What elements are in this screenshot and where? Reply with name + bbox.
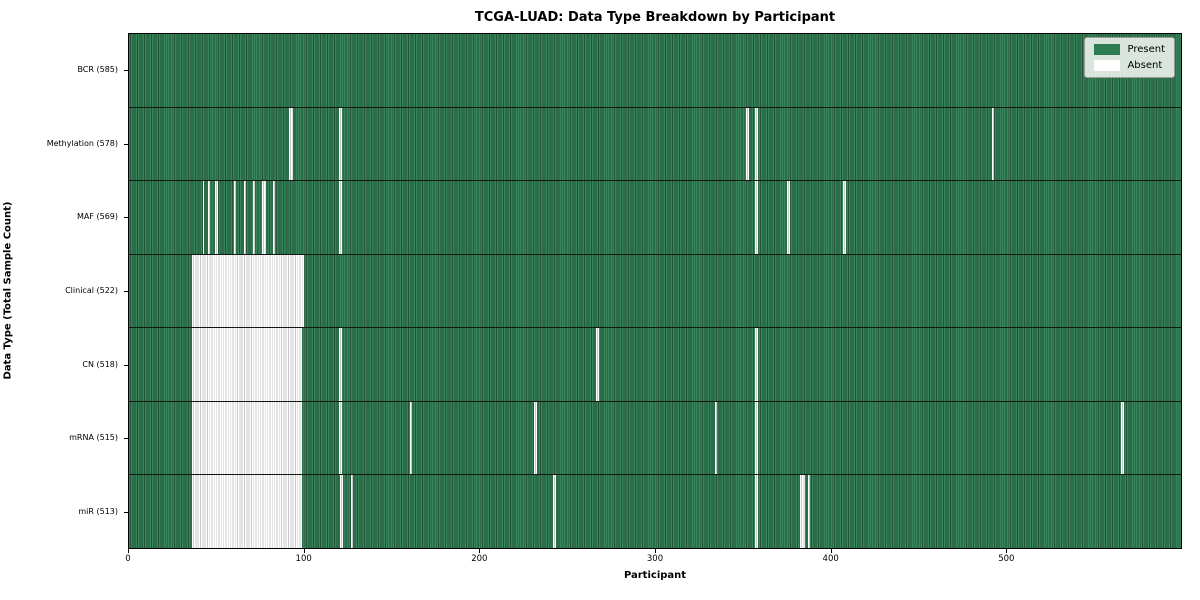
plot-area — [128, 33, 1182, 549]
absent-segment — [339, 328, 343, 401]
x-tick-label: 500 — [998, 554, 1015, 564]
absent-segment — [991, 107, 995, 181]
legend-label-present: Present — [1127, 44, 1165, 55]
absent-segment — [1121, 401, 1124, 475]
heatmap-row-bcr — [129, 34, 1181, 108]
y-tick-label: CN (518) — [82, 359, 118, 369]
absent-segment — [289, 107, 293, 181]
legend: Present Absent — [1084, 37, 1175, 78]
y-tick-label: BCR (585) — [77, 64, 118, 74]
absent-segment — [339, 107, 343, 181]
x-axis-title: Participant — [623, 570, 687, 581]
legend-label-absent: Absent — [1127, 60, 1163, 71]
x-tick-label: 300 — [646, 554, 664, 564]
absent-segment — [192, 254, 305, 328]
absent-segment — [192, 475, 302, 549]
absent-segment — [534, 401, 537, 475]
y-tick-mark — [124, 364, 128, 366]
absent-segment — [754, 328, 758, 401]
x-tick-mark — [1006, 549, 1008, 553]
x-tick-mark — [479, 549, 481, 553]
absent-segment — [754, 107, 758, 181]
heatmap-row-clinical — [129, 254, 1181, 329]
absent-segment — [843, 181, 847, 254]
absent-segment — [596, 328, 599, 401]
absent-segment — [192, 328, 302, 401]
heatmap-row-mrna — [129, 401, 1181, 476]
absent-segment — [272, 181, 276, 254]
heatmap-row-methylation — [129, 107, 1181, 182]
x-tick-mark — [655, 549, 656, 553]
x-tick-mark — [128, 549, 129, 553]
absent-segment — [754, 401, 758, 475]
y-tick-mark — [124, 217, 128, 219]
y-tick-mark — [124, 512, 128, 514]
absent-segment — [409, 401, 413, 475]
absent-segment — [262, 181, 266, 254]
x-tick-mark — [303, 549, 305, 553]
absent-segment — [754, 475, 758, 549]
legend-entry-absent: Absent — [1094, 60, 1165, 71]
x-tick-label: 400 — [822, 554, 839, 564]
y-tick-mark — [124, 291, 128, 292]
absent-segment — [207, 181, 210, 254]
x-tick-label: 100 — [295, 554, 312, 564]
absent-segment — [746, 107, 749, 181]
absent-segment — [214, 181, 218, 254]
absent-swatch — [1094, 60, 1121, 71]
absent-segment — [350, 475, 354, 549]
absent-segment — [787, 181, 790, 254]
absent-segment — [807, 475, 811, 549]
y-tick-mark — [124, 69, 128, 71]
absent-segment — [339, 181, 343, 254]
y-tick-mark — [124, 438, 128, 440]
y-tick-label: MAF (569) — [76, 212, 118, 222]
absent-segment — [192, 401, 302, 475]
chart-title: TCGA-LUAD: Data Type Breakdown by Partic… — [474, 10, 836, 25]
absent-segment — [339, 401, 343, 475]
x-tick-label: 200 — [471, 554, 488, 564]
legend-entry-present: Present — [1094, 44, 1165, 55]
absent-segment — [243, 181, 247, 254]
absent-segment — [714, 401, 718, 475]
heatmap-row-maf — [129, 181, 1181, 255]
x-tick-mark — [830, 549, 832, 553]
heatmap-row-mir — [129, 475, 1181, 549]
y-tick-label: Clinical (522) — [65, 286, 118, 295]
y-tick-label: miR (513) — [78, 507, 118, 517]
y-tick-label: mRNA (515) — [69, 433, 118, 443]
present-swatch — [1094, 44, 1121, 55]
absent-segment — [234, 181, 236, 254]
absent-segment — [553, 475, 556, 549]
x-tick-label: 0 — [125, 554, 131, 564]
heatmap-row-cn — [129, 328, 1181, 402]
y-tick-mark — [124, 143, 128, 145]
absent-segment — [202, 181, 205, 254]
y-tick-label: Methylation (578) — [46, 138, 118, 148]
absent-segment — [252, 181, 256, 254]
absent-segment — [799, 475, 805, 549]
absent-segment — [340, 475, 343, 549]
absent-segment — [754, 181, 758, 254]
